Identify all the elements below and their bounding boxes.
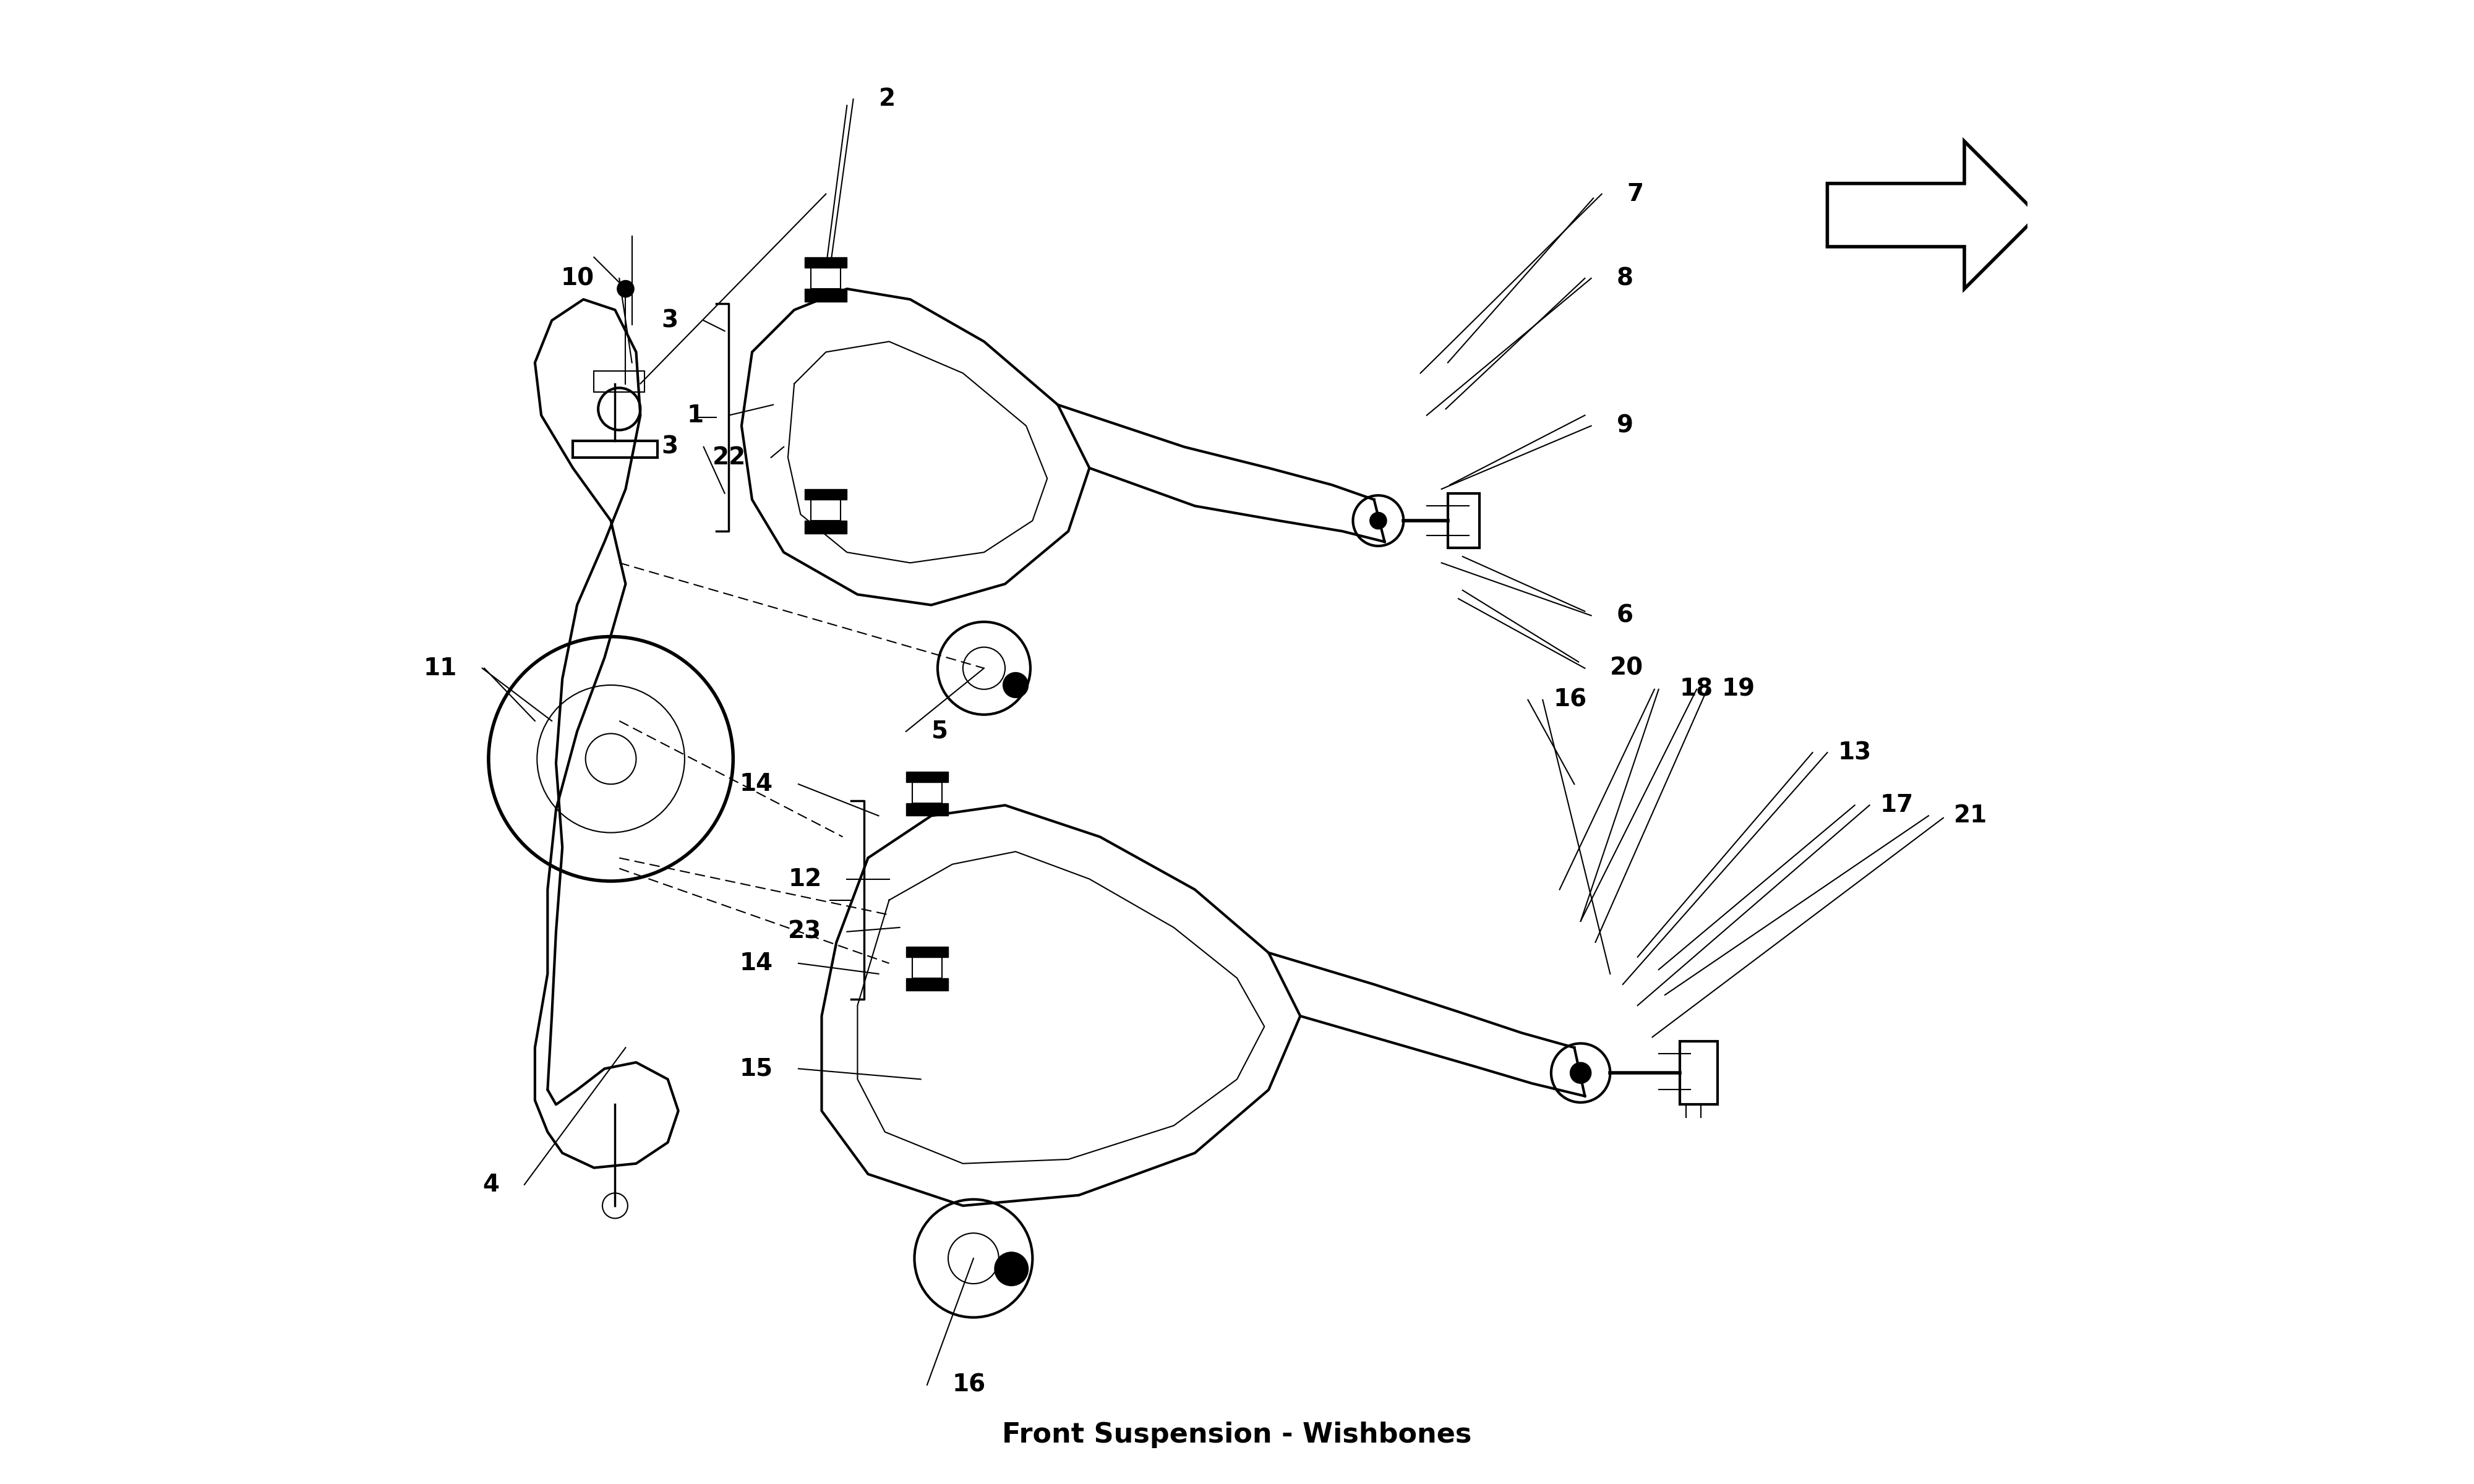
Text: 3: 3: [661, 309, 678, 332]
Bar: [905, 978, 948, 991]
Text: 14: 14: [740, 772, 774, 795]
Text: 12: 12: [789, 867, 821, 890]
Text: 7: 7: [1628, 183, 1643, 206]
Bar: [1680, 1042, 1717, 1104]
Text: 15: 15: [740, 1057, 774, 1080]
Text: 4: 4: [482, 1172, 500, 1196]
Text: Front Suspension - Wishbones: Front Suspension - Wishbones: [1002, 1422, 1472, 1448]
Text: 19: 19: [1722, 678, 1757, 700]
Bar: [594, 371, 646, 392]
Bar: [804, 521, 846, 533]
Text: 16: 16: [1554, 689, 1586, 712]
Text: 2: 2: [878, 88, 896, 111]
Circle shape: [1571, 1063, 1591, 1083]
Text: 10: 10: [562, 267, 594, 289]
Bar: [913, 957, 943, 978]
Text: 20: 20: [1611, 656, 1643, 680]
Circle shape: [995, 1252, 1029, 1285]
Text: 1: 1: [688, 404, 703, 427]
Bar: [905, 803, 948, 816]
Bar: [811, 267, 841, 289]
Text: 5: 5: [930, 720, 948, 743]
Bar: [1447, 493, 1479, 548]
Circle shape: [616, 280, 633, 297]
Circle shape: [1371, 512, 1388, 530]
Bar: [905, 947, 948, 957]
Text: 6: 6: [1616, 604, 1633, 628]
Text: 9: 9: [1616, 414, 1633, 438]
Bar: [913, 782, 943, 803]
Bar: [574, 441, 658, 457]
Bar: [811, 500, 841, 521]
Bar: [804, 289, 846, 301]
Text: 21: 21: [1954, 804, 1987, 828]
Text: 17: 17: [1880, 794, 1912, 818]
Bar: [905, 772, 948, 782]
Circle shape: [1002, 672, 1029, 697]
Text: 18: 18: [1680, 678, 1712, 700]
Text: 8: 8: [1616, 267, 1633, 289]
Text: 11: 11: [423, 656, 458, 680]
Text: 3: 3: [661, 435, 678, 459]
Text: 13: 13: [1838, 741, 1870, 764]
Bar: [804, 490, 846, 500]
Text: 14: 14: [740, 951, 774, 975]
Text: 22: 22: [713, 445, 745, 469]
Text: 23: 23: [789, 920, 821, 944]
Text: 16: 16: [952, 1373, 985, 1396]
Bar: [804, 257, 846, 267]
